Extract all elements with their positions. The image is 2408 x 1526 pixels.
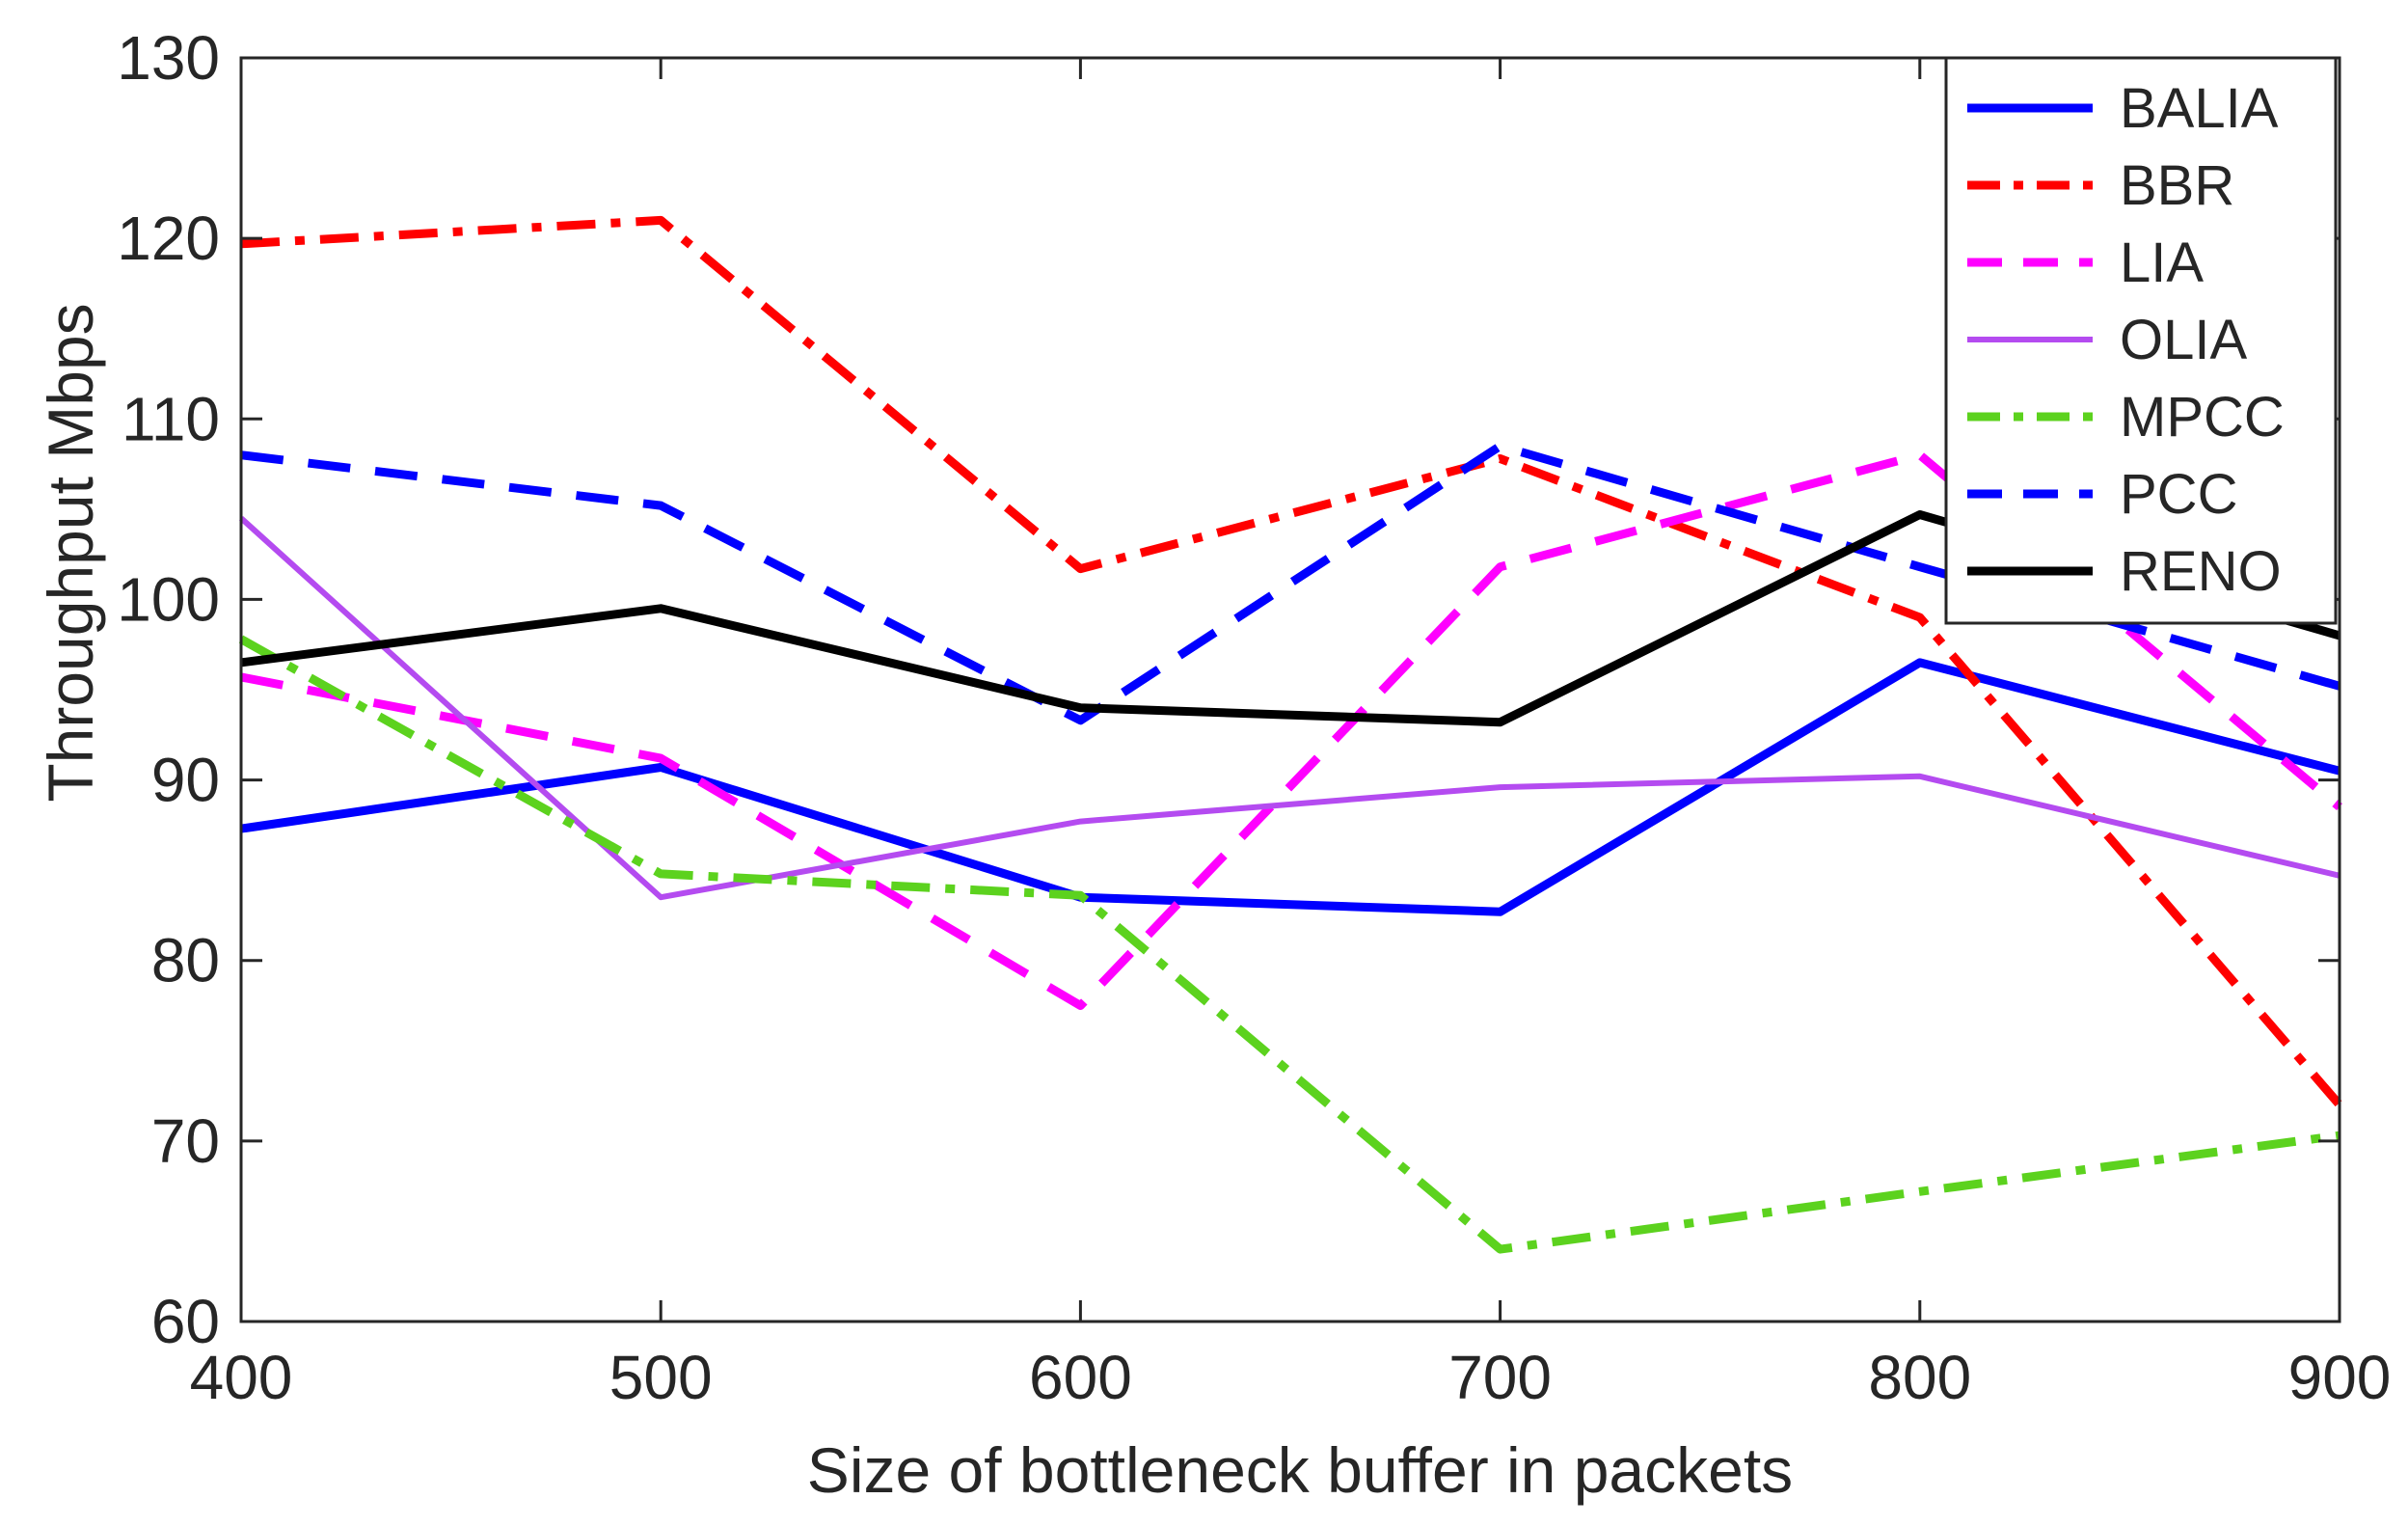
legend-label-balia: BALIA xyxy=(2120,77,2279,140)
x-axis-title: Size of bottleneck buffer in packets xyxy=(807,1434,1793,1506)
legend-label-reno: RENO xyxy=(2120,540,2282,603)
legend-label-mpcc: MPCC xyxy=(2120,386,2285,449)
x-tick-label: 600 xyxy=(1029,1343,1132,1412)
series-line-bbr xyxy=(240,215,2343,1108)
legend: BALIA BBR LIA OLIA MPCC PCC RENO xyxy=(1944,56,2338,625)
y-axis-title: Throughput Mbps xyxy=(35,303,106,802)
y-tick-label: 120 xyxy=(117,204,220,273)
y-tick-label: 100 xyxy=(117,564,220,634)
legend-label-olia: OLIA xyxy=(2120,309,2247,371)
y-tick-label: 80 xyxy=(151,926,220,995)
ticks-layer: 400 500 600 700 800 900 60 70 80 90 100 110 120 130 xyxy=(117,23,2391,1412)
y-tick-label: 130 xyxy=(117,23,220,93)
legend-label-lia: LIA xyxy=(2120,232,2204,294)
x-tick-label: 900 xyxy=(2288,1343,2392,1412)
y-tick-label: 110 xyxy=(122,384,220,453)
axes-layer xyxy=(239,56,2341,1323)
legend-label-pcc: PCC xyxy=(2120,463,2237,526)
series-line-mpcc xyxy=(238,635,2340,1254)
x-tick-label: 400 xyxy=(190,1343,293,1412)
y-tick-label: 60 xyxy=(151,1287,220,1356)
y-tick-label: 70 xyxy=(151,1106,220,1176)
plot-frame xyxy=(239,56,2341,1323)
x-tick-label: 700 xyxy=(1448,1343,1552,1412)
y-tick-label: 90 xyxy=(151,746,220,815)
x-tick-label: 500 xyxy=(609,1343,713,1412)
series-line-balia xyxy=(240,658,2341,916)
x-tick-label: 800 xyxy=(1868,1343,1971,1412)
legend-label-bbr: BBR xyxy=(2120,154,2234,217)
